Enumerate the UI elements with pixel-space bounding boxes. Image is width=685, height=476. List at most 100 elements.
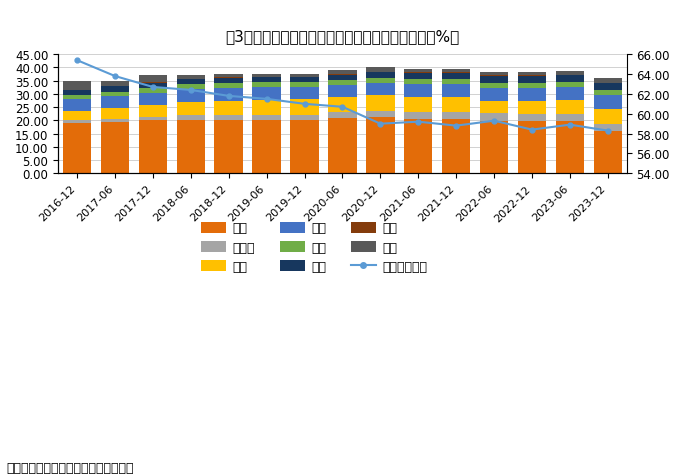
Bar xyxy=(101,92,129,97)
Bar xyxy=(101,97,129,109)
Bar xyxy=(214,89,243,101)
Bar xyxy=(138,83,167,84)
Bar xyxy=(518,77,546,83)
Bar xyxy=(556,115,584,122)
Bar xyxy=(177,79,205,80)
Bar xyxy=(177,103,205,116)
Bar xyxy=(518,89,546,101)
Bar xyxy=(518,76,546,77)
Bar xyxy=(214,75,243,79)
Bar xyxy=(63,111,91,120)
Bar xyxy=(138,84,167,89)
Bar xyxy=(442,74,471,80)
Legend: 欧元, 人民币, 日元, 英镑, 澳元, 加元, 瑞郎, 其他, 美元（右轴）: 欧元, 人民币, 日元, 英镑, 澳元, 加元, 瑞郎, 其他, 美元（右轴） xyxy=(197,218,431,277)
Bar xyxy=(480,83,508,89)
Bar xyxy=(480,122,508,174)
Bar xyxy=(101,122,129,174)
Bar xyxy=(442,113,471,119)
Bar xyxy=(214,115,243,120)
Bar xyxy=(63,90,91,91)
Bar xyxy=(556,72,584,76)
Bar xyxy=(594,91,622,96)
Bar xyxy=(442,69,471,73)
Title: 图3：全球已披露币种构成的外汇储备构成（单位：%）: 图3：全球已披露币种构成的外汇储备构成（单位：%） xyxy=(225,29,460,44)
Bar xyxy=(442,119,471,174)
Bar xyxy=(442,73,471,74)
Bar xyxy=(252,75,281,78)
Bar xyxy=(252,78,281,83)
Bar xyxy=(328,75,357,81)
Bar xyxy=(177,76,205,79)
Bar xyxy=(138,106,167,118)
Bar xyxy=(290,100,319,115)
Bar xyxy=(404,113,432,120)
Bar xyxy=(63,123,91,174)
Bar xyxy=(290,120,319,174)
Bar xyxy=(252,101,281,115)
Bar xyxy=(214,120,243,174)
Bar xyxy=(290,79,319,83)
Bar xyxy=(138,121,167,174)
Bar xyxy=(480,114,508,122)
Bar xyxy=(404,120,432,174)
Bar xyxy=(366,68,395,72)
Bar xyxy=(138,76,167,83)
Bar xyxy=(290,78,319,79)
Bar xyxy=(214,84,243,89)
Bar xyxy=(366,72,395,73)
Bar xyxy=(518,122,546,174)
Bar xyxy=(63,100,91,111)
Bar xyxy=(138,89,167,94)
Bar xyxy=(177,116,205,120)
Bar xyxy=(214,101,243,115)
Bar xyxy=(404,80,432,85)
Bar xyxy=(518,73,546,76)
Bar xyxy=(442,80,471,85)
Bar xyxy=(63,96,91,100)
Bar xyxy=(328,81,357,86)
Bar xyxy=(442,98,471,113)
Bar xyxy=(138,118,167,121)
Bar xyxy=(328,119,357,174)
Bar xyxy=(594,96,622,109)
Bar xyxy=(594,84,622,91)
Bar xyxy=(366,83,395,96)
Text: 资料来源：国家外汇管理局；中银证券: 资料来源：国家外汇管理局；中银证券 xyxy=(7,461,134,474)
Bar xyxy=(518,83,546,89)
Bar xyxy=(177,89,205,103)
Bar xyxy=(252,88,281,101)
Bar xyxy=(366,112,395,118)
Bar xyxy=(252,115,281,120)
Bar xyxy=(556,88,584,101)
Bar xyxy=(480,76,508,77)
Bar xyxy=(101,81,129,87)
Bar xyxy=(63,81,91,90)
Bar xyxy=(556,83,584,88)
Bar xyxy=(177,80,205,85)
Bar xyxy=(290,83,319,88)
Bar xyxy=(101,119,129,122)
Bar xyxy=(252,120,281,174)
Bar xyxy=(328,71,357,75)
Bar xyxy=(404,85,432,98)
Bar xyxy=(101,109,129,119)
Bar xyxy=(328,86,357,98)
Bar xyxy=(177,120,205,174)
Bar xyxy=(290,88,319,100)
Bar xyxy=(480,101,508,114)
Bar xyxy=(594,83,622,84)
Bar xyxy=(214,79,243,84)
Bar xyxy=(101,87,129,92)
Bar xyxy=(480,77,508,83)
Bar xyxy=(594,109,622,124)
Bar xyxy=(556,122,584,174)
Bar xyxy=(63,120,91,123)
Bar xyxy=(138,94,167,106)
Bar xyxy=(177,85,205,89)
Bar xyxy=(404,74,432,80)
Bar xyxy=(518,115,546,122)
Bar xyxy=(290,75,319,78)
Bar xyxy=(366,96,395,112)
Bar xyxy=(594,132,622,174)
Bar xyxy=(404,73,432,74)
